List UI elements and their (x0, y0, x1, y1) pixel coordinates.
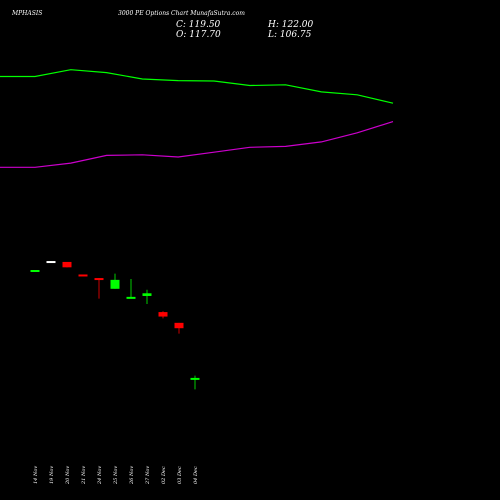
candle-body (78, 274, 88, 277)
x-axis-labels: 14 Nov 19 Nov 20 Nov 21 Nov 24 Nov 25 Nov 26 N… (33, 466, 199, 485)
x-tick-label: 25 Nov (113, 466, 119, 485)
candle-14-nov (30, 270, 40, 272)
x-tick-label: 24 Nov (97, 466, 103, 485)
symbol-label: MPHASIS (12, 10, 43, 17)
candle-body (190, 377, 200, 380)
close-value: C: 119.50 (176, 20, 221, 30)
low-value: L: 106.75 (268, 30, 312, 40)
x-tick-label: 19 Nov (49, 466, 55, 484)
candle-26-nov (126, 278, 136, 299)
candle-25-nov (110, 273, 120, 289)
bands-layer (0, 69, 394, 168)
candle-19-nov (46, 261, 56, 264)
x-tick-label: 02 Dec (161, 466, 167, 484)
high-value: H: 122.00 (268, 20, 314, 30)
candle-body (46, 261, 56, 264)
candle-body (62, 261, 72, 268)
x-tick-label: 04 Dec (193, 466, 199, 484)
upper-band-line (0, 69, 394, 104)
candle-21-nov (78, 274, 88, 277)
x-tick-label: 26 Nov (129, 466, 135, 485)
candle-20-nov (62, 261, 72, 268)
lower-band-line (0, 121, 394, 168)
x-tick-label: 14 Nov (33, 466, 39, 484)
candle-body (174, 322, 184, 329)
candle-04-dec (190, 375, 200, 390)
candle-body (158, 312, 168, 317)
candle-02-dec (158, 311, 168, 319)
open-value: O: 117.70 (176, 30, 221, 40)
candles-layer (30, 261, 200, 390)
x-tick-label: 20 Nov (65, 466, 71, 485)
candle-27-nov (142, 289, 152, 305)
x-tick-label: 27 Nov (145, 466, 151, 485)
candle-body (126, 296, 136, 299)
x-tick-label: 03 Dec (177, 466, 183, 484)
candle-body (110, 279, 120, 289)
candle-body (30, 270, 40, 272)
candle-body (94, 278, 104, 281)
chart-subtitle: 3000 PE Options Chart MunafaSutra.com (118, 10, 245, 17)
x-tick-label: 21 Nov (81, 466, 87, 485)
candle-24-nov (94, 278, 104, 299)
candle-03-dec (174, 322, 184, 334)
candle-body (142, 293, 152, 296)
